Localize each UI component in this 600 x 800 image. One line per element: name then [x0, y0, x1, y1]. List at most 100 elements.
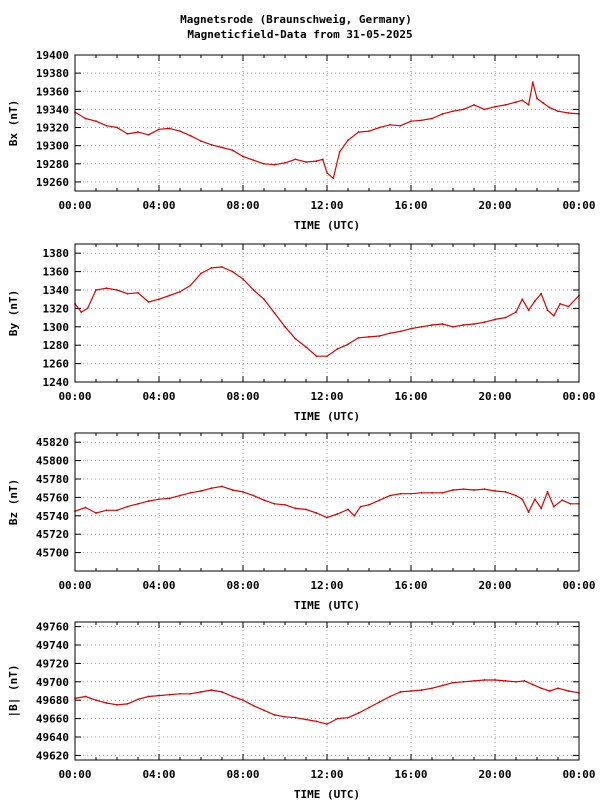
data-point-bz — [494, 490, 496, 492]
data-point-b-total — [200, 691, 202, 693]
data-point-by — [86, 307, 89, 310]
data-point-bz — [179, 494, 181, 497]
data-point-by — [515, 311, 517, 313]
data-point-bz — [368, 503, 370, 506]
data-point-b-total — [410, 690, 412, 692]
data-point-bx — [548, 106, 551, 109]
data-point-bx — [357, 131, 360, 133]
data-point-bz — [540, 507, 543, 510]
data-point-b-total — [504, 679, 507, 682]
panel-bx: 19260 19280 19300 19320 19340 19360 19380 19400… — [7, 49, 596, 232]
data-point-bz — [315, 512, 318, 514]
data-point-b-total — [242, 699, 244, 702]
y-tick-label: 19280 — [36, 158, 69, 171]
data-point-bz — [452, 489, 454, 491]
data-point-bx — [420, 119, 423, 122]
data-point-bz — [326, 516, 328, 519]
data-point-b-total — [252, 704, 255, 707]
data-point-b-total — [168, 693, 171, 696]
data-point-bz — [431, 491, 433, 494]
data-point-b-total — [84, 695, 87, 698]
data-point-b-total — [431, 687, 433, 690]
y-tick-label: 19320 — [36, 122, 69, 135]
data-point-by — [521, 298, 524, 301]
data-point-b-total — [473, 679, 475, 682]
data-point-bx — [399, 124, 402, 127]
data-point-bx — [326, 171, 328, 174]
data-point-by — [483, 321, 486, 324]
data-point-bz — [294, 507, 297, 510]
x-tick-label: 20:00 — [478, 390, 511, 403]
y-tick-label: 49680 — [36, 694, 69, 707]
data-point-by — [294, 337, 297, 340]
data-point-by — [326, 355, 328, 358]
data-point-bx — [431, 117, 433, 120]
data-point-bz — [305, 508, 307, 511]
data-point-bx — [126, 132, 129, 135]
data-point-bx — [137, 131, 139, 133]
y-axis-label-bx: Bx (nT) — [7, 100, 20, 146]
x-tick-label: 12:00 — [310, 390, 343, 403]
data-point-bx — [305, 161, 307, 163]
data-point-bx — [273, 163, 276, 166]
data-point-bz — [242, 490, 244, 493]
x-tick-label: 12:00 — [310, 768, 343, 781]
data-point-by — [546, 309, 549, 312]
data-point-by — [168, 294, 171, 297]
x-tick-label: 12:00 — [310, 199, 343, 212]
data-point-by — [273, 312, 276, 314]
data-point-b-total — [420, 689, 423, 691]
data-point-b-total — [210, 689, 213, 691]
data-point-bx — [284, 161, 286, 164]
data-point-b-total — [179, 692, 181, 695]
y-tick-label: 1380 — [43, 247, 70, 260]
y-tick-label: 45780 — [36, 473, 69, 486]
data-point-by — [441, 323, 444, 325]
y-tick-label: 45700 — [36, 547, 69, 560]
data-point-by — [473, 323, 475, 325]
data-point-bx — [494, 105, 496, 108]
data-point-bx — [179, 130, 181, 133]
data-point-bx — [527, 103, 530, 106]
data-point-bz — [546, 490, 549, 493]
data-point-by — [252, 289, 255, 291]
data-point-bz — [105, 509, 108, 512]
data-point-bz — [569, 502, 572, 505]
data-point-b-total — [273, 714, 276, 716]
x-tick-label: 20:00 — [478, 579, 511, 592]
x-axis-label-b-total: TIME (UTC) — [294, 788, 360, 800]
data-point-bz — [137, 502, 139, 505]
data-point-bx — [210, 143, 213, 146]
data-point-by — [305, 346, 307, 348]
data-point-by — [527, 309, 530, 312]
data-point-bx — [557, 110, 559, 113]
y-tick-label: 49660 — [36, 713, 69, 726]
data-point-b-total — [158, 694, 160, 697]
data-point-bx — [542, 102, 545, 104]
data-point-bz — [273, 502, 276, 505]
data-point-b-total — [483, 679, 486, 681]
data-point-by — [158, 298, 160, 301]
x-tick-label: 00:00 — [562, 579, 595, 592]
data-point-bz — [504, 490, 507, 493]
data-point-bz — [515, 494, 517, 497]
y-tick-label: 19260 — [36, 176, 69, 189]
chart-title: Magnetsrode (Braunschweig, Germany) Magn… — [0, 12, 600, 42]
data-point-bz — [252, 494, 255, 497]
data-point-bx — [483, 108, 486, 111]
data-point-bz — [126, 505, 129, 508]
x-tick-label: 00:00 — [58, 390, 91, 403]
data-point-by — [534, 300, 536, 302]
data-point-b-total — [221, 691, 223, 693]
data-point-b-total — [137, 698, 139, 701]
data-point-bz — [116, 509, 118, 512]
data-point-bx — [410, 120, 412, 123]
x-tick-label: 08:00 — [226, 390, 259, 403]
data-point-bx — [462, 108, 465, 111]
data-point-by — [378, 335, 381, 337]
data-point-b-total — [305, 718, 307, 721]
data-point-bx — [347, 139, 349, 142]
data-point-by — [137, 291, 139, 294]
